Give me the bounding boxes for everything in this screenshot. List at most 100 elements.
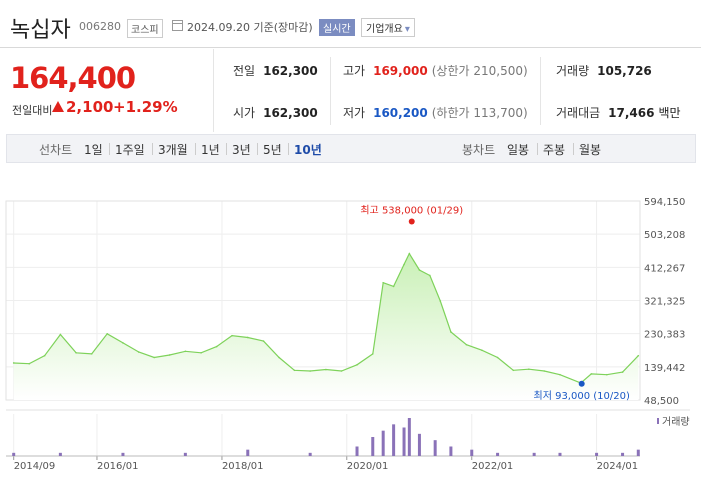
current-price: 164,400 xyxy=(10,61,136,95)
stat-high: 고가 169,000 (상한가 210,500) xyxy=(343,64,528,78)
price-point xyxy=(418,269,421,271)
chart-tabs: 선차트 1일 1주일 3개월 1년 3년 5년 10년 봉차트 일봉 주봉 월봉 xyxy=(6,134,696,163)
price-point xyxy=(392,285,395,288)
volume-bar xyxy=(532,452,536,456)
price-point xyxy=(637,354,640,357)
price-point xyxy=(371,353,374,355)
tab-10year[interactable]: 10년 xyxy=(294,143,322,157)
price-point xyxy=(168,354,171,356)
stock-header: 녹십자 006280 코스피 2024.09.20 기준(장마감) 실시간 기업… xyxy=(0,0,701,48)
x-tick-label: 2014/09 xyxy=(14,461,56,472)
volume-bar xyxy=(449,446,453,456)
price-point xyxy=(465,343,468,346)
y-tick-label: 412,267 xyxy=(644,263,685,274)
price-point xyxy=(12,362,15,364)
price-point xyxy=(262,340,265,342)
price-point xyxy=(496,356,499,359)
volume-legend-icon xyxy=(657,418,659,424)
price-point xyxy=(403,263,405,266)
min-marker xyxy=(578,380,585,387)
volume-bar xyxy=(246,449,250,456)
price-point xyxy=(106,333,109,335)
price-point xyxy=(382,281,384,284)
volume-legend-label: 거래량 xyxy=(662,416,690,428)
price-point xyxy=(528,368,530,370)
tab-monthly-candle[interactable]: 월봉 xyxy=(579,143,602,157)
stat-amount: 거래대금 17,466 백만 xyxy=(556,106,681,120)
y-tick-label: 594,150 xyxy=(644,197,685,208)
price-stats: 전일 162,300 고가 169,000 (상한가 210,500) 거래량 105,… xyxy=(215,49,701,132)
company-overview-dropdown[interactable]: 기업개요 ▾ xyxy=(361,18,415,37)
stock-name: 녹십자 xyxy=(10,18,71,43)
line-chart-title: 선차트 xyxy=(39,143,73,157)
y-tick-label: 139,442 xyxy=(644,363,685,374)
volume-bar xyxy=(621,452,625,456)
candle-chart-title: 봉차트 xyxy=(462,143,496,157)
stat-prev-close: 전일 162,300 xyxy=(233,64,318,78)
volume-bar xyxy=(308,452,312,456)
price-line xyxy=(13,252,639,384)
volume-bar xyxy=(407,418,411,456)
tab-daily-candle[interactable]: 일봉 xyxy=(507,143,530,157)
volume-bar xyxy=(183,452,187,456)
volume-bar xyxy=(392,424,396,456)
volume-bar xyxy=(433,440,437,456)
y-tick-label: 321,325 xyxy=(644,297,685,308)
volume-bar xyxy=(121,452,125,456)
price-point xyxy=(559,373,561,376)
stat-open: 시가 162,300 xyxy=(233,106,318,120)
tab-3month[interactable]: 3개월 xyxy=(158,143,188,157)
price-chart[interactable]: 594,150 503,208 412,267 321,325 230,383 139,4… xyxy=(0,190,701,487)
price-point xyxy=(481,349,483,352)
tab-weekly-candle[interactable]: 주봉 xyxy=(543,143,566,157)
volume-bar xyxy=(470,449,474,456)
price-point xyxy=(309,370,311,372)
price-chart-svg: 594,150 503,208 412,267 321,325 230,383 139,4… xyxy=(5,197,690,472)
price-point xyxy=(43,354,46,357)
price-point xyxy=(293,369,296,372)
volume-bar xyxy=(496,452,500,456)
reference-date: 2024.09.20 기준(장마감) xyxy=(187,21,313,34)
price-point xyxy=(356,364,358,366)
stock-code: 006280 xyxy=(79,20,121,33)
price-change-percent: +1.29% xyxy=(113,98,178,116)
x-tick-label: 2024/01 xyxy=(597,461,639,472)
volume-bar xyxy=(636,449,640,456)
price-point xyxy=(590,373,593,375)
price-point xyxy=(28,362,31,365)
price-point xyxy=(512,369,515,372)
volume-bar xyxy=(402,427,406,456)
tab-1week[interactable]: 1주일 xyxy=(115,143,145,157)
price-point xyxy=(90,353,93,355)
x-tick-label: 2018/01 xyxy=(222,461,264,472)
price-point xyxy=(429,274,431,277)
price-point xyxy=(59,333,62,336)
volume-bar xyxy=(355,446,359,456)
calendar-icon xyxy=(172,20,183,31)
price-point xyxy=(325,368,327,371)
chevron-down-icon: ▾ xyxy=(404,24,410,35)
price-point xyxy=(439,300,442,302)
price-point xyxy=(122,342,124,344)
price-point xyxy=(246,336,249,339)
price-point xyxy=(340,370,343,372)
price-change: 2,100 xyxy=(66,98,114,116)
volume-bar xyxy=(58,452,62,456)
tab-1year[interactable]: 1년 xyxy=(201,143,220,157)
price-box: 164,400 전일대비 2,100 +1.29% xyxy=(0,49,214,132)
price-area xyxy=(13,253,639,400)
tab-1day[interactable]: 1일 xyxy=(84,143,103,157)
price-point xyxy=(153,356,156,359)
volume-bar xyxy=(595,452,599,456)
tab-5year[interactable]: 5년 xyxy=(263,143,282,157)
price-point xyxy=(408,252,411,255)
volume-bar xyxy=(371,437,375,456)
price-point xyxy=(200,351,202,354)
volume-bar xyxy=(381,430,385,456)
realtime-button[interactable]: 실시간 xyxy=(319,19,355,36)
volume-bar xyxy=(12,452,16,456)
stat-volume: 거래량 105,726 xyxy=(556,64,652,78)
price-point xyxy=(606,373,608,376)
tab-3year[interactable]: 3년 xyxy=(232,143,251,157)
y-tick-label: 48,500 xyxy=(644,396,679,407)
